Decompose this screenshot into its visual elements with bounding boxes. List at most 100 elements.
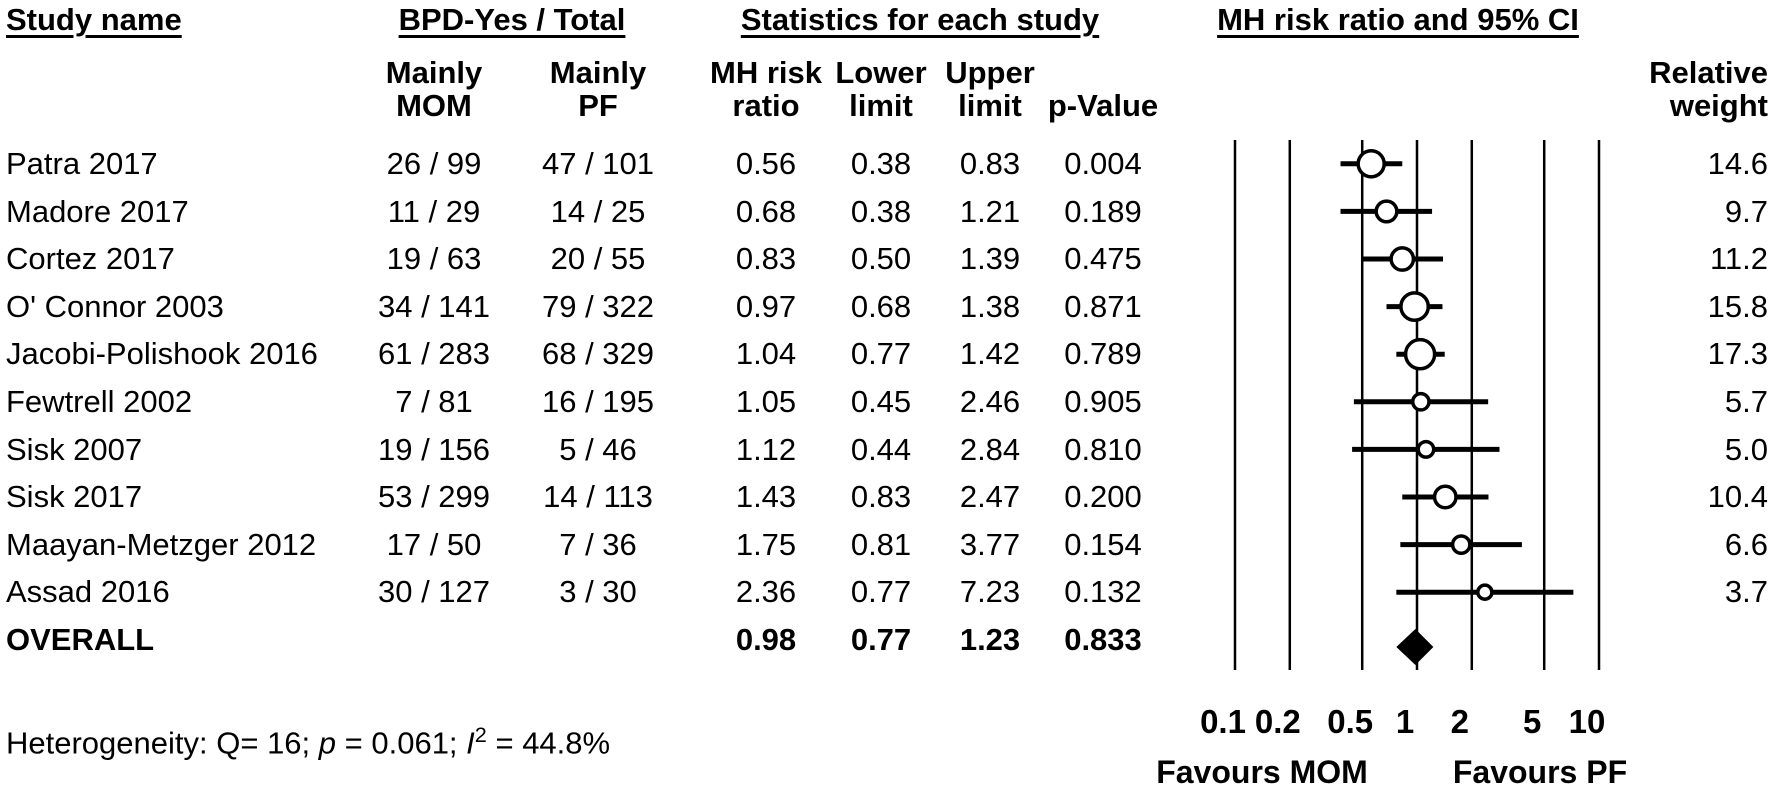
effect-marker	[1432, 484, 1458, 510]
mainly-pf-cell: 16 / 195	[541, 384, 655, 419]
lower-limit-cell: 0.50	[850, 241, 912, 277]
table-row: Fewtrell 2002 7 / 81 16 / 195 1.05 0.45 …	[0, 378, 1772, 426]
upper-limit-cell: 0.83	[959, 146, 1021, 181]
column-header-upper-limit: Upper limit	[945, 55, 1035, 123]
upper-limit-cell: 7.23	[959, 574, 1021, 610]
column-header-mainly-mom: Mainly MOM	[385, 55, 483, 123]
column-header-mh-risk-ratio: MH risk ratio	[710, 55, 822, 123]
mainly-pf-cell: 7 / 36	[559, 526, 637, 562]
heterogeneity-p-part: = 0.061;	[336, 725, 467, 761]
mainly-mom-cell: 30 / 127	[377, 574, 491, 610]
upper-limit-cell: 2.47	[959, 479, 1021, 515]
mainly-pf-cell: 20 / 55	[550, 241, 646, 277]
heterogeneity-note: Heterogeneity: Q= 16; p = 0.061; I2 = 44…	[6, 722, 610, 761]
effect-marker	[1410, 391, 1431, 412]
effect-marker	[1403, 337, 1437, 371]
risk-ratio-cell: 1.05	[735, 384, 797, 419]
x-tick-label: 0.5	[1327, 703, 1373, 740]
overall-diamond	[1396, 629, 1434, 665]
study-name-cell: Assad 2016	[6, 574, 170, 610]
x-tick-label: 5	[1523, 703, 1541, 740]
p-value-cell: 0.200	[1064, 479, 1142, 515]
p-value-cell: 0.189	[1064, 193, 1142, 229]
mainly-pf-cell: 47 / 101	[541, 146, 655, 181]
relative-weight-cell: 17.3	[1707, 336, 1768, 372]
forest-plot-canvas: 0.1 0.2 0.5 1 2 5 10 Favours MOM Favours PF	[1156, 140, 1627, 790]
mainly-mom-cell: 61 / 283	[377, 336, 491, 372]
relative-weight-cell: 5.7	[1724, 384, 1768, 419]
upper-limit-cell: 3.77	[959, 526, 1021, 562]
x-tick-label: 10	[1569, 703, 1606, 740]
favours-pf-label: Favours PF	[1453, 754, 1627, 790]
column-header-p-value: p-Value	[1047, 88, 1159, 123]
upper-limit-cell: 1.38	[959, 288, 1021, 324]
effect-marker	[1416, 439, 1436, 459]
table-row: Jacobi-Polishook 2016 61 / 283 68 / 329 …	[0, 330, 1772, 378]
table-row: OVERALL 0.98 0.77 1.23 0.833	[0, 616, 1772, 664]
mainly-pf-cell: 3 / 30	[559, 574, 637, 610]
effect-marker	[1356, 149, 1386, 179]
i-squared-symbol: I	[466, 725, 475, 761]
risk-ratio-cell: 2.36	[735, 574, 797, 610]
i-squared-exponent: 2	[474, 722, 487, 747]
p-value-cell: 0.871	[1064, 288, 1142, 324]
x-tick-label: 1	[1396, 703, 1414, 740]
lower-limit-cell: 0.77	[850, 336, 912, 372]
risk-ratio-cell: 1.75	[735, 526, 797, 562]
lower-limit-cell: 0.44	[850, 431, 912, 467]
mainly-mom-cell: 7 / 81	[395, 384, 473, 419]
mainly-pf-cell: 14 / 25	[550, 193, 646, 229]
mainly-mom-cell: 53 / 299	[377, 479, 491, 515]
study-name-cell: Cortez 2017	[6, 241, 175, 277]
risk-ratio-cell: 0.98	[735, 622, 797, 657]
p-value-cell: 0.004	[1064, 146, 1142, 181]
lower-limit-cell: 0.68	[850, 288, 912, 324]
table-row: Maayan-Metzger 2012 17 / 50 7 / 36 1.75 …	[0, 521, 1772, 569]
column-header-mainly-pf: Mainly PF	[549, 55, 647, 123]
study-name-cell: Patra 2017	[6, 146, 158, 181]
column-header-relative-weight: Relative weight	[1649, 55, 1768, 123]
heterogeneity-i2-part: = 44.8%	[486, 725, 611, 761]
upper-limit-cell: 2.84	[959, 431, 1021, 467]
relative-weight-cell: 14.6	[1707, 146, 1768, 181]
lower-limit-cell: 0.77	[850, 574, 912, 610]
mainly-mom-cell: 26 / 99	[386, 146, 482, 181]
study-name-cell: Sisk 2017	[6, 479, 143, 515]
table-row: Madore 2017 11 / 29 14 / 25 0.68 0.38 1.…	[0, 188, 1772, 236]
table-row: Assad 2016 30 / 127 3 / 30 2.36 0.77 7.2…	[0, 568, 1772, 616]
upper-limit-cell: 1.23	[959, 622, 1021, 657]
study-name-header: Study name	[6, 2, 182, 37]
p-value-cell: 0.905	[1064, 384, 1142, 419]
table-row: Sisk 2007 19 / 156 5 / 46 1.12 0.44 2.84…	[0, 426, 1772, 474]
p-value-cell: 0.475	[1064, 241, 1142, 277]
study-name-cell: Jacobi-Polishook 2016	[6, 336, 318, 372]
mainly-mom-cell: 11 / 29	[387, 193, 481, 229]
mainly-pf-cell: 68 / 329	[541, 336, 655, 372]
effect-marker	[1450, 534, 1472, 555]
relative-weight-cell: 9.7	[1724, 193, 1768, 229]
mainly-pf-cell: 5 / 46	[559, 431, 637, 467]
plot-title-header: MH risk ratio and 95% CI	[1217, 2, 1579, 37]
bpd-total-header: BPD-Yes / Total	[398, 2, 626, 37]
effect-marker	[1374, 199, 1399, 224]
mainly-mom-cell: 19 / 156	[377, 431, 491, 467]
risk-ratio-cell: 0.97	[735, 288, 797, 324]
mainly-mom-cell: 17 / 50	[386, 526, 482, 562]
table-row: Sisk 2017 53 / 299 14 / 113 1.43 0.83 2.…	[0, 473, 1772, 521]
statistics-header: Statistics for each study	[740, 2, 1100, 37]
risk-ratio-cell: 1.04	[735, 336, 797, 372]
heterogeneity-prefix: Heterogeneity: Q= 16;	[6, 725, 319, 761]
effect-marker	[1476, 583, 1494, 601]
upper-limit-cell: 2.46	[959, 384, 1021, 419]
lower-limit-cell: 0.38	[850, 146, 912, 181]
column-header-lower-limit: Lower limit	[835, 55, 927, 123]
risk-ratio-cell: 0.56	[735, 146, 797, 181]
p-value-cell: 0.132	[1064, 574, 1142, 610]
risk-ratio-cell: 0.83	[735, 241, 797, 277]
relative-weight-cell: 3.7	[1724, 574, 1768, 610]
mainly-pf-cell: 14 / 113	[543, 479, 653, 515]
upper-limit-cell: 1.42	[959, 336, 1021, 372]
relative-weight-cell: 15.8	[1707, 288, 1768, 324]
study-name-cell: O' Connor 2003	[6, 288, 224, 324]
